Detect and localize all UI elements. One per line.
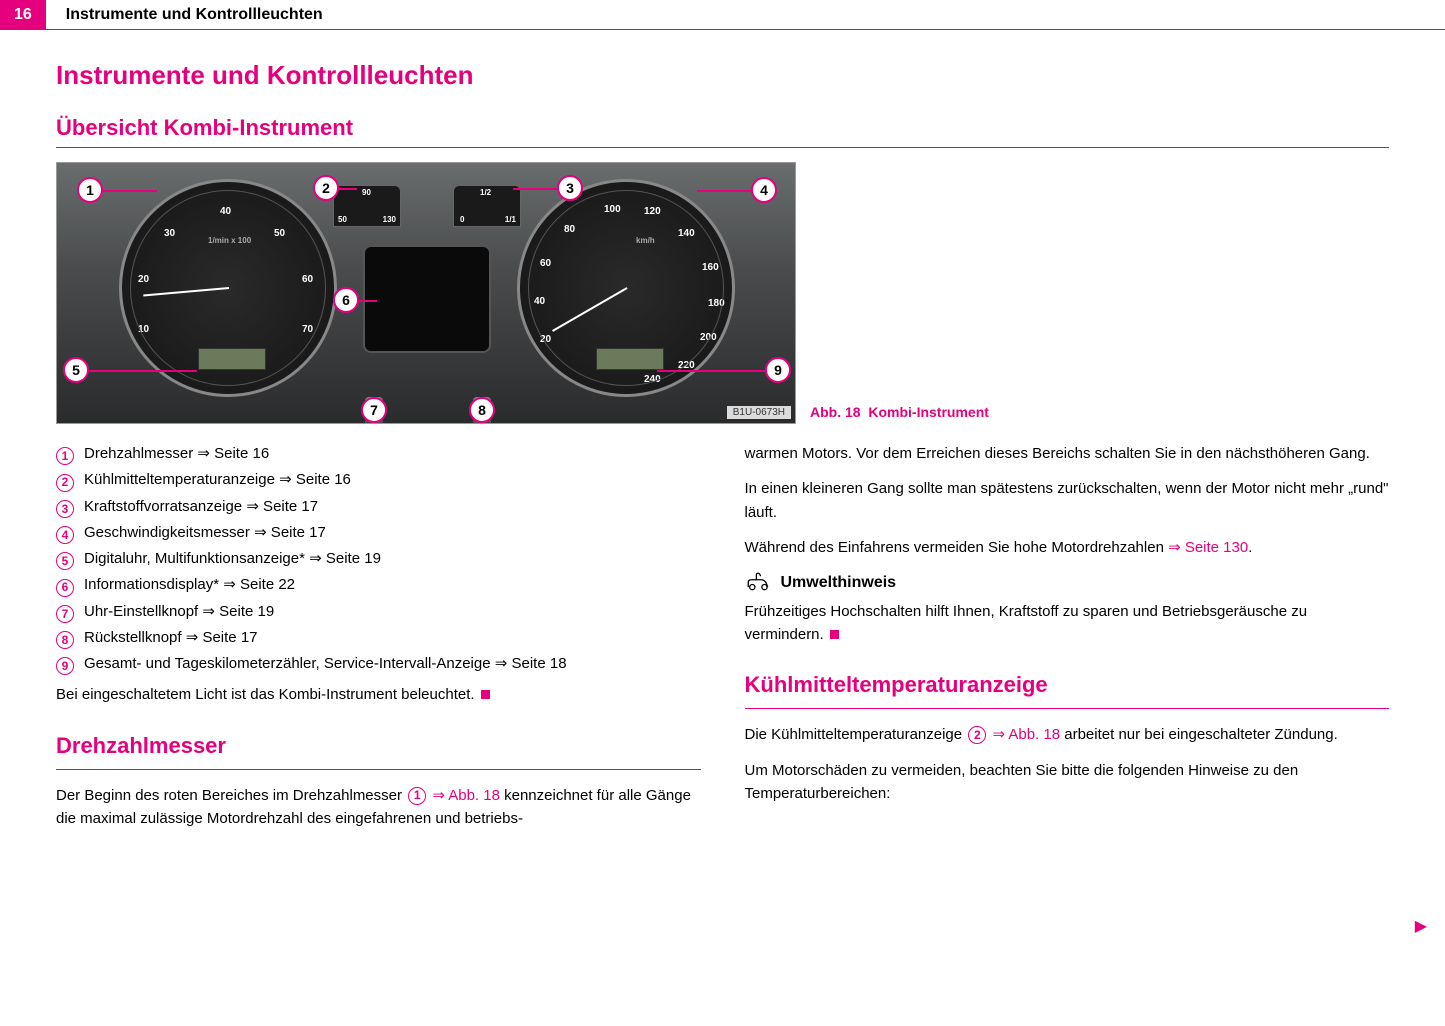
legend-number: 7 xyxy=(56,605,74,623)
speedo-tick: 100 xyxy=(604,204,621,215)
legend-number: 2 xyxy=(56,474,74,492)
speedo-tick: 240 xyxy=(644,374,661,385)
legend-number: 8 xyxy=(56,631,74,649)
tach-tick: 70 xyxy=(302,324,313,335)
tach-unit: 1/min x 100 xyxy=(208,236,251,245)
legend-list: 1 Drehzahlmesser ⇒ Seite 16 2 Kühlmitteltem… xyxy=(56,442,701,675)
legend-text: Kühlmitteltemperaturanzeige ⇒ Seite 16 xyxy=(84,468,351,491)
page-content: Instrumente und Kontrollleuchten Übersic… xyxy=(0,30,1445,862)
speedometer-gauge: 20 40 60 80 100 120 140 160 180 200 220 … xyxy=(517,179,735,397)
legend-text: Kraftstoffvorratsanzeige ⇒ Seite 17 xyxy=(84,495,318,518)
speedo-tick: 20 xyxy=(540,334,551,345)
callout-2: 2 xyxy=(313,175,339,201)
tachometer-gauge: 10 20 30 40 50 60 70 1/min x 100 xyxy=(119,179,337,397)
legend-item: 4 Geschwindigkeitsmesser ⇒ Seite 17 xyxy=(56,521,701,544)
legend-text: Geschwindigkeitsmesser ⇒ Seite 17 xyxy=(84,521,326,544)
legend-number: 4 xyxy=(56,526,74,544)
callout-4: 4 xyxy=(751,177,777,203)
speedo-lcd xyxy=(596,348,664,370)
legend-number: 9 xyxy=(56,657,74,675)
legend-item: 1 Drehzahlmesser ⇒ Seite 16 xyxy=(56,442,701,465)
tach-tick: 60 xyxy=(302,274,313,285)
legend-text: Uhr-Einstellknopf ⇒ Seite 19 xyxy=(84,600,274,623)
two-column-layout: 1 Drehzahlmesser ⇒ Seite 16 2 Kühlmitteltem… xyxy=(56,442,1389,842)
legend-text: Drehzahlmesser ⇒ Seite 16 xyxy=(84,442,269,465)
end-marker-icon xyxy=(830,630,839,639)
speedo-tick: 180 xyxy=(708,298,725,309)
callout-9: 9 xyxy=(765,357,791,383)
tach-tick: 40 xyxy=(220,206,231,217)
center-info-display xyxy=(363,245,491,353)
speedo-tick: 80 xyxy=(564,224,575,235)
fig-ref-link: ⇒ Abb. 18 xyxy=(432,787,500,804)
tachometer-section-title: Drehzahlmesser xyxy=(56,729,701,770)
legend-number: 3 xyxy=(56,500,74,518)
legend-text: Informationsdisplay* ⇒ Seite 22 xyxy=(84,573,295,596)
tach-tick: 20 xyxy=(138,274,149,285)
tach-lcd xyxy=(198,348,266,370)
legend-item: 8 Rückstellknopf ⇒ Seite 17 xyxy=(56,626,701,649)
callout-3: 3 xyxy=(557,175,583,201)
legend-number: 5 xyxy=(56,552,74,570)
eco-note-heading: Umwelthinweis xyxy=(745,571,1390,596)
speedo-tick: 40 xyxy=(534,296,545,307)
inline-callout-1: 1 xyxy=(408,787,426,805)
legend-item: 6 Informationsdisplay* ⇒ Seite 22 xyxy=(56,573,701,596)
page-ref-link: ⇒ Seite 130 xyxy=(1168,539,1248,556)
after-legend-note: Bei eingeschaltetem Licht ist das Kombi-… xyxy=(56,683,701,706)
legend-text: Gesamt- und Tageskilometerzähler, Servic… xyxy=(84,652,567,675)
instrument-cluster-figure: 10 20 30 40 50 60 70 1/min x 100 20 40 6… xyxy=(56,162,796,424)
legend-text: Rückstellknopf ⇒ Seite 17 xyxy=(84,626,258,649)
callout-5: 5 xyxy=(63,357,89,383)
figure-row: 10 20 30 40 50 60 70 1/min x 100 20 40 6… xyxy=(56,162,1389,424)
speedo-unit: km/h xyxy=(636,236,655,245)
inline-callout-2: 2 xyxy=(968,726,986,744)
legend-text: Digitaluhr, Multifunktionsanzeige* ⇒ Sei… xyxy=(84,547,381,570)
coolant-p1: Die Kühlmitteltemperaturanzeige 2 ⇒ Abb.… xyxy=(745,723,1390,746)
header-section-title: Instrumente und Kontrollleuchten xyxy=(66,6,323,24)
speedo-tick: 160 xyxy=(702,262,719,273)
eco-note-body: Frühzeitiges Hochschalten hilft Ihnen, K… xyxy=(745,600,1390,647)
right-p1: warmen Motors. Vor dem Erreichen dieses … xyxy=(745,442,1390,465)
legend-number: 1 xyxy=(56,447,74,465)
legend-item: 3 Kraftstoffvorratsanzeige ⇒ Seite 17 xyxy=(56,495,701,518)
left-column: 1 Drehzahlmesser ⇒ Seite 16 2 Kühlmitteltem… xyxy=(56,442,701,842)
tach-tick: 50 xyxy=(274,228,285,239)
end-marker-icon xyxy=(481,690,490,699)
tach-tick: 30 xyxy=(164,228,175,239)
tach-paragraph: Der Beginn des roten Bereiches im Drehza… xyxy=(56,784,701,831)
main-title: Instrumente und Kontrollleuchten xyxy=(56,60,1389,91)
speedo-tick: 200 xyxy=(700,332,717,343)
right-column: warmen Motors. Vor dem Erreichen dieses … xyxy=(745,442,1390,842)
fig-ref-link: ⇒ Abb. 18 xyxy=(992,726,1060,743)
right-p2: In einen kleineren Gang sollte man späte… xyxy=(745,477,1390,524)
speedo-tick: 60 xyxy=(540,258,551,269)
legend-number: 6 xyxy=(56,579,74,597)
callout-7: 7 xyxy=(361,397,387,423)
page-header: 16 Instrumente und Kontrollleuchten xyxy=(0,0,1445,30)
legend-item: 9 Gesamt- und Tageskilometerzähler, Servi… xyxy=(56,652,701,675)
image-code: B1U-0673H xyxy=(727,406,791,419)
callout-1: 1 xyxy=(77,177,103,203)
speedo-tick: 120 xyxy=(644,206,661,217)
tach-tick: 10 xyxy=(138,324,149,335)
figure-caption: Abb. 18 Kombi-Instrument xyxy=(810,404,989,420)
page-number: 16 xyxy=(0,0,46,30)
right-p3: Während des Einfahrens vermeiden Sie hoh… xyxy=(745,536,1390,559)
overview-title: Übersicht Kombi-Instrument xyxy=(56,115,1389,148)
legend-item: 2 Kühlmitteltemperaturanzeige ⇒ Seite 16 xyxy=(56,468,701,491)
coolant-section-title: Kühlmitteltemperaturanzeige xyxy=(745,668,1390,709)
fuel-mini-gauge: 0 1/2 1/1 xyxy=(453,185,521,227)
eco-tip-icon xyxy=(745,572,771,594)
speedo-tick: 140 xyxy=(678,228,695,239)
legend-item: 5 Digitaluhr, Multifunktionsanzeige* ⇒ Se… xyxy=(56,547,701,570)
coolant-p2: Um Motorschäden zu vermeiden, beachten S… xyxy=(745,759,1390,806)
legend-item: 7 Uhr-Einstellknopf ⇒ Seite 19 xyxy=(56,600,701,623)
callout-8: 8 xyxy=(469,397,495,423)
callout-6: 6 xyxy=(333,287,359,313)
continue-arrow-icon: ▶ xyxy=(1415,916,1427,936)
coolant-temp-mini-gauge: 50 90 130 xyxy=(333,185,401,227)
